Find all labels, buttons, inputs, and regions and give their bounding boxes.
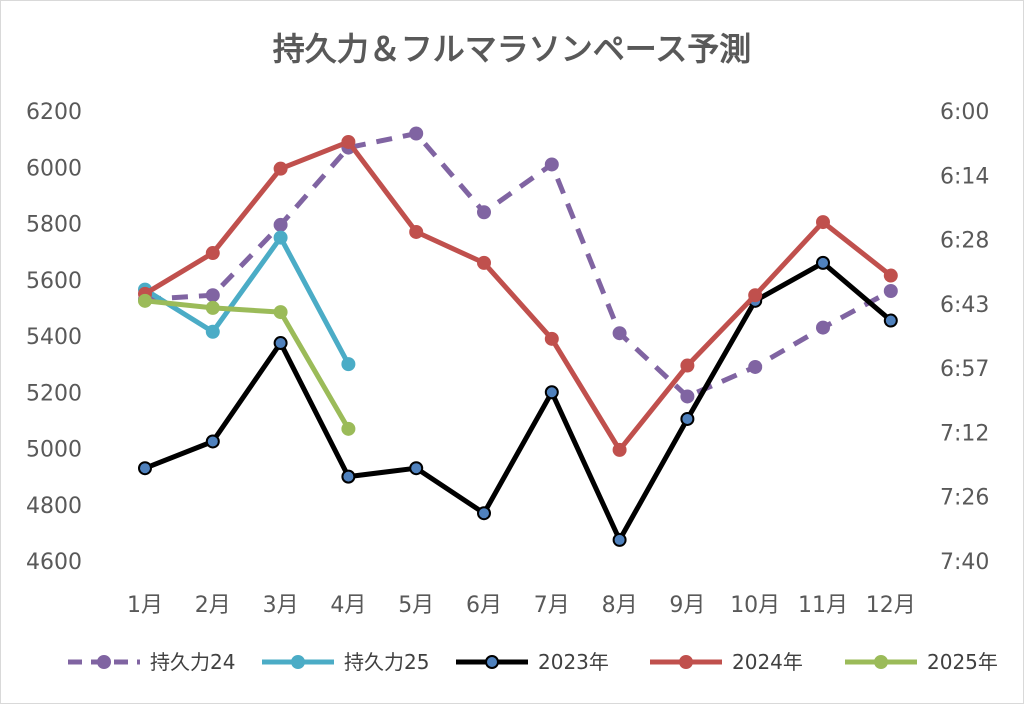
y-tick-label: 5600	[26, 269, 82, 294]
x-tick-label: 6月	[466, 593, 502, 618]
x-tick-label: 5月	[398, 593, 434, 618]
series-line	[142, 235, 351, 367]
y-tick-label: 5800	[26, 213, 82, 238]
data-point	[205, 246, 220, 261]
series-2	[138, 230, 356, 372]
x-tick-label: 3月	[263, 593, 299, 618]
data-point	[477, 205, 491, 220]
data-point	[544, 157, 559, 172]
data-point	[273, 217, 288, 232]
data-point	[341, 357, 356, 372]
data-point	[477, 506, 491, 521]
data-point	[341, 469, 356, 484]
series-line	[142, 260, 894, 543]
y-tick-label: 5000	[26, 438, 82, 463]
y2-tick-label: 7:26	[940, 486, 989, 511]
x-axis: 1月 2月 3月 4月 5月 6月 7月 8月 9月 10月 11月 12月	[127, 593, 916, 618]
data-point	[205, 300, 220, 315]
y2-tick-label: 6:57	[940, 357, 989, 382]
data-point	[409, 224, 424, 239]
data-point	[205, 324, 220, 339]
data-point	[680, 358, 695, 373]
legend-marker	[679, 655, 693, 669]
data-point	[273, 336, 288, 351]
legend-label: 2024年	[732, 650, 803, 674]
x-tick-label: 11月	[798, 593, 848, 618]
data-point	[273, 305, 288, 320]
data-point	[273, 161, 288, 176]
data-point	[205, 288, 220, 303]
y-tick-label: 6200	[26, 100, 82, 125]
y-tick-label: 4600	[26, 550, 82, 575]
y2-tick-label: 7:40	[940, 550, 989, 575]
chart-title: 持久力＆フルマラソンペース予測	[273, 30, 751, 68]
y2-tick-label: 6:00	[940, 100, 989, 125]
data-point	[612, 532, 627, 547]
data-point	[409, 461, 424, 476]
legend-marker	[485, 655, 499, 669]
y-tick-label: 5400	[26, 325, 82, 350]
legend-label: 持久力25	[344, 650, 429, 674]
y2-tick-label: 6:14	[940, 164, 989, 189]
data-point	[341, 421, 356, 436]
data-point	[748, 359, 763, 374]
legend-marker	[291, 655, 305, 669]
data-point	[680, 389, 695, 404]
data-point	[883, 284, 898, 298]
y2-tick-label: 7:12	[940, 421, 989, 446]
data-point	[816, 320, 830, 335]
data-point	[816, 255, 830, 270]
y2-tick-label: 6:43	[940, 293, 989, 318]
data-point	[409, 126, 424, 141]
data-point	[205, 434, 220, 449]
data-point	[273, 230, 288, 245]
x-tick-label: 8月	[602, 593, 638, 618]
data-point	[612, 442, 627, 457]
legend-label: 持久力24	[150, 650, 235, 674]
legend-item: 持久力24	[68, 650, 235, 674]
x-tick-label: 9月	[669, 593, 705, 618]
legend-label: 2023年	[538, 650, 609, 674]
data-point	[544, 385, 559, 400]
data-point	[544, 331, 559, 346]
x-tick-label: 7月	[534, 593, 570, 618]
legend-item: 2024年	[650, 650, 803, 674]
y-axis-left: 6200 6000 5800 5600 5400 5200 5000 4800 4600	[26, 100, 82, 575]
series-5	[138, 293, 356, 436]
data-point	[680, 411, 695, 426]
legend-item: 2023年	[456, 650, 609, 674]
legend-item: 2025年	[845, 650, 998, 674]
data-point	[612, 326, 627, 341]
y-tick-label: 4800	[26, 494, 82, 519]
series-line	[144, 131, 892, 399]
data-point	[883, 268, 898, 283]
y2-tick-label: 6:28	[940, 229, 989, 254]
data-point	[477, 255, 491, 270]
y-tick-label: 6000	[26, 156, 82, 181]
legend-marker	[874, 655, 888, 669]
data-point	[883, 313, 898, 328]
x-tick-label: 2月	[195, 593, 231, 618]
series-layer	[138, 126, 898, 547]
x-tick-label: 1月	[127, 593, 163, 618]
data-point	[816, 215, 830, 230]
x-tick-label: 12月	[866, 593, 916, 618]
x-tick-label: 10月	[730, 593, 780, 618]
data-point	[138, 293, 152, 308]
legend-label: 2025年	[927, 650, 998, 674]
data-point	[341, 134, 356, 149]
series-line	[142, 298, 351, 432]
legend: 持久力24 持久力25 2023年 2024年 2025年	[68, 650, 998, 674]
series-4	[138, 134, 898, 457]
y-axis-right: 6:00 6:14 6:28 6:43 6:57 7:12 7:26 7:40	[940, 100, 989, 575]
x-tick-label: 4月	[330, 593, 366, 618]
legend-marker	[97, 655, 111, 669]
data-point	[138, 461, 152, 476]
y-tick-label: 5200	[26, 381, 82, 406]
legend-item: 持久力25	[262, 650, 429, 674]
series-line	[142, 139, 894, 453]
data-point	[748, 288, 763, 303]
